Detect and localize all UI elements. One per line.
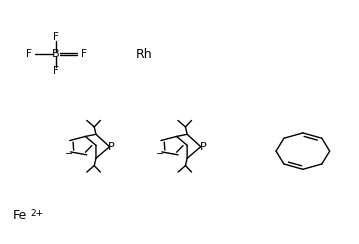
Text: −: − <box>156 149 164 159</box>
Text: F: F <box>53 66 59 76</box>
Text: F: F <box>53 32 59 42</box>
Text: Fe: Fe <box>13 209 27 222</box>
Text: F: F <box>25 49 32 59</box>
Text: −: − <box>65 149 73 159</box>
Text: F: F <box>81 49 87 59</box>
Text: Rh: Rh <box>135 48 152 61</box>
Text: P: P <box>199 142 206 152</box>
Text: P: P <box>108 142 115 152</box>
Text: B: B <box>52 49 60 59</box>
Text: 2+: 2+ <box>31 209 43 218</box>
